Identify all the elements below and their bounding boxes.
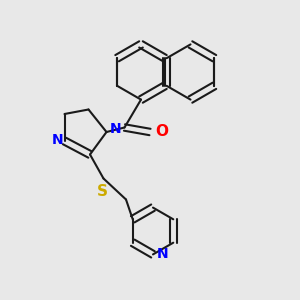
Text: N: N [52,133,64,146]
Text: S: S [97,184,107,199]
Text: O: O [155,124,168,139]
Text: N: N [157,247,168,261]
Text: N: N [110,122,121,136]
